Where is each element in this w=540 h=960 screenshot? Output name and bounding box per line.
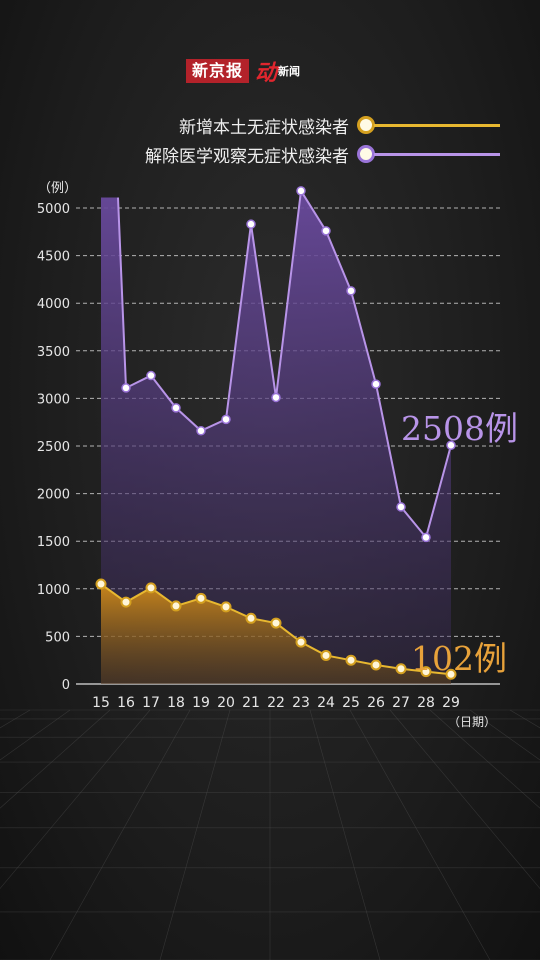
x-tick-label: 22 [267,695,285,711]
x-tick-label: 18 [167,695,185,711]
new-cases-point [445,668,457,680]
legend-item-new-cases: 新增本土无症状感染者 [179,113,500,138]
new-cases-point [320,649,332,661]
x-tick-label: 20 [217,695,235,711]
x-tick-label: 26 [367,695,385,711]
sub-logo-mark: 动 [255,60,278,86]
legend-label: 解除医学观察无症状感染者 [145,146,349,167]
sub-logo-text: 新闻 [278,65,301,78]
new-cases-point [395,663,407,675]
floor-grid-line [0,709,111,809]
floor-grid-line [309,709,381,960]
x-tick-label: 29 [442,695,460,711]
brand-name: 新京报 [186,59,250,83]
new-cases-point [420,666,432,678]
y-tick-label: 1000 [37,583,70,598]
new-cases-point [370,659,382,671]
x-tick-label: 28 [417,695,435,711]
released-point [396,502,406,512]
legend-marker [357,116,375,134]
x-tick-label: 16 [117,695,135,711]
y-tick-label: 3000 [37,392,70,407]
x-tick-label: 21 [242,695,260,711]
released-point [146,370,156,381]
new-cases-point [195,592,207,604]
x-tick-label: 15 [92,695,110,711]
legend-line [374,123,500,127]
new-cases-area [101,584,451,684]
x-tick-label: 27 [392,695,410,711]
y-tick-label: 4000 [37,297,70,312]
new-cases-point [345,654,357,666]
y-tick-label: 1500 [37,535,70,550]
y-tick-label: 4500 [37,250,70,265]
released-point [196,426,206,436]
y-tick-label: 0 [62,678,70,693]
x-tick-label: 25 [342,695,360,711]
x-tick-label: 19 [192,695,210,711]
released-point [296,186,306,196]
callout-released-latest: 2508例 [401,409,518,448]
new-cases-point [295,636,307,648]
new-cases-point [120,596,132,608]
x-tick-label: 23 [292,695,310,711]
y-tick-label: 2000 [37,488,70,503]
new-cases-point [145,582,157,594]
new-cases-point [170,600,182,612]
y-axis-label: （例） [38,181,77,196]
floor-grid-line [49,709,191,960]
released-point [246,219,256,229]
floor-grid-line [0,709,71,761]
area-chart: 0 500 1000 1500 2000 2500 3000 3500 4000 4500 5000… [37,181,500,729]
floor-grid-decoration [0,709,540,960]
legend-item-released: 解除医学观察无症状感染者 [145,142,500,167]
floor-grid-line [0,709,151,890]
floor-grid-line [389,709,540,890]
new-cases-point [95,578,107,590]
y-tick-label: 3500 [37,345,70,360]
released-point [221,414,231,425]
y-tick-label: 500 [45,630,70,645]
released-point [346,286,356,296]
released-point [271,392,281,403]
brand-logo: 新京报 动 新闻 [186,55,300,87]
x-tick-label: 17 [142,695,160,711]
released-point [371,379,381,389]
floor-grid-line [429,709,540,809]
sub-brand-logo: 动 新闻 [255,55,300,87]
released-area [101,190,451,684]
legend-line [374,152,500,156]
new-cases-point [245,612,257,624]
x-axis-label: （日期） [448,715,496,729]
released-point [421,532,431,543]
x-tick-label: 24 [317,695,335,711]
released-point [171,403,181,413]
floor-grid-line [469,709,540,761]
released-point [121,383,131,393]
legend-label: 新增本土无症状感染者 [179,117,349,138]
floor-grid-line [159,709,231,960]
new-cases-point [220,601,232,613]
released-point [446,440,456,450]
y-tick-label: 5000 [37,202,70,217]
new-cases-point [270,617,282,629]
callout-new-latest: 102例 [411,639,507,678]
released-point [321,226,331,236]
floor-grid-line [349,709,491,960]
legend-marker [357,145,375,163]
y-tick-label: 2500 [37,440,70,455]
